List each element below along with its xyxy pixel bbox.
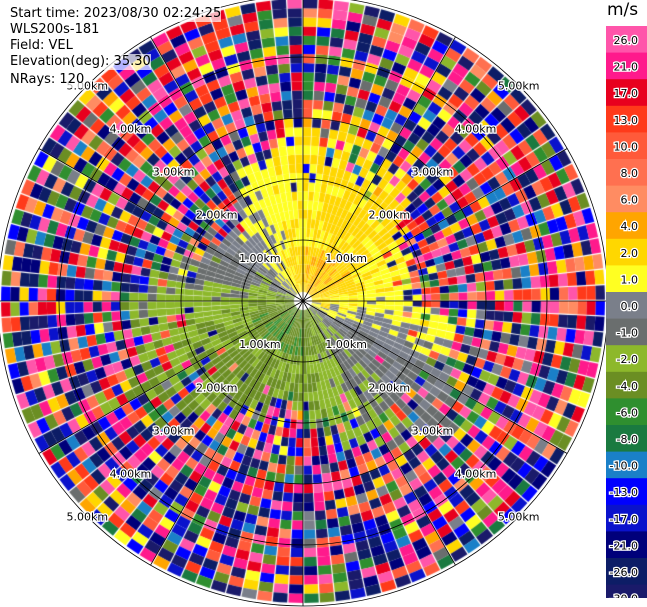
colorbar-tick-label: -4.0 [617, 380, 638, 393]
colorbar-tick-label: -10.0 [610, 460, 638, 473]
colorbar-tick-label: 17.0 [614, 87, 639, 100]
colorbar-band [606, 531, 647, 559]
range-labels: 1.00km 1.00km 1.00km 1.00km 2.00km 2.00km 2.00… [65, 78, 540, 525]
range-ring-label: 5.00km [498, 79, 540, 92]
elevation-label: Elevation(deg): 35.30 [10, 54, 151, 70]
colorbar-tick-label: 0.0 [621, 300, 639, 313]
azimuth-spoke [302, 300, 568, 454]
ppi-velocity-display [0, 0, 610, 607]
colorbar-tick-label: -1.0 [617, 327, 638, 340]
colorbar-band [606, 318, 647, 346]
range-ring-label: 1.00km [239, 252, 281, 265]
colorbar-tick-label: 6.0 [621, 194, 639, 207]
colorbar-tick-label: 2.0 [621, 247, 639, 260]
range-ring-label: 4.00km [455, 122, 497, 135]
colorbar-band [606, 105, 647, 133]
colorbar-tick-label: -30.0 [610, 593, 638, 598]
range-ring-label: 1.00km [239, 338, 281, 351]
azimuth-spoke [38, 148, 304, 302]
colorbar-tick-label: -26.0 [610, 566, 638, 579]
colorbar-tick-label: 4.0 [621, 220, 639, 233]
colorbar-band [606, 478, 647, 506]
range-ring-label: 3.00km [153, 424, 195, 437]
colorbar-tick-label: -13.0 [610, 486, 638, 499]
colorbar-band [606, 26, 647, 54]
colorbar-band [606, 292, 647, 320]
range-ring-label: 5.00km [67, 511, 109, 524]
colorbar-unit: m/s [607, 0, 639, 20]
colorbar-band [606, 371, 647, 399]
range-ring-label: 4.00km [110, 122, 152, 135]
colorbar-band [606, 238, 647, 266]
azimuth-spoke [302, 300, 456, 566]
colorbar-band [606, 212, 647, 240]
colorbar-band [606, 584, 647, 598]
colorbar-band [606, 265, 647, 293]
colorbar-tick-label: -8.0 [617, 433, 638, 446]
colorbar-band [606, 451, 647, 479]
colorbar-tick-label: 21.0 [614, 61, 639, 74]
range-ring-label: 3.00km [153, 166, 195, 179]
range-ring-label: 2.00km [196, 381, 238, 394]
azimuth-spoke [38, 300, 304, 454]
nrays-label: NRays: 120 [10, 72, 85, 88]
range-ring-label: 2.00km [368, 209, 410, 222]
colorbar-tick-label: 26.0 [614, 34, 639, 47]
range-ring-label: 4.00km [110, 468, 152, 481]
range-ring-label: 4.00km [455, 468, 497, 481]
range-ring-label: 2.00km [368, 381, 410, 394]
colorbar-band [606, 52, 647, 80]
colorbar-band [606, 132, 647, 160]
range-ring-label: 5.00km [498, 511, 540, 524]
colorbar-tick-label: -6.0 [617, 406, 638, 419]
azimuth-spoke [150, 300, 304, 566]
range-ring-label: 3.00km [412, 424, 454, 437]
colorbar-tick-label: 10.0 [614, 140, 639, 153]
instrument-label: WLS200s-181 [10, 22, 100, 38]
colorbar-tick-label: -2.0 [617, 353, 638, 366]
colorbar-band [606, 398, 647, 426]
start-time-label: Start time: 2023/08/30 02:24:25 [10, 6, 222, 22]
range-ring-label: 1.00km [325, 252, 367, 265]
azimuth-spoke [302, 148, 568, 302]
range-ring-label: 2.00km [196, 209, 238, 222]
colorbar-band [606, 79, 647, 107]
azimuth-spokes [0, 0, 608, 606]
colorbar-tick-label: -21.0 [610, 539, 638, 552]
range-ring-label: 1.00km [325, 338, 367, 351]
colorbar-band [606, 504, 647, 532]
colorbar-tick-label: -17.0 [610, 513, 638, 526]
colorbar-band [606, 558, 647, 586]
colorbar: 26.0 21.0 17.0 13.0 10.0 8.0 6.0 4.0 2.0 1.0 0.0 -1… [606, 26, 647, 598]
colorbar-band [606, 185, 647, 213]
colorbar-tick-label: 13.0 [614, 114, 639, 127]
azimuth-spoke [302, 36, 456, 302]
field-label: Field: VEL [10, 38, 73, 54]
colorbar-tick-label: 1.0 [621, 273, 639, 286]
colorbar-tick-label: 8.0 [621, 167, 639, 180]
range-ring-label: 3.00km [412, 166, 454, 179]
colorbar-band [606, 345, 647, 373]
colorbar-band [606, 159, 647, 187]
azimuth-spoke [150, 36, 304, 302]
colorbar-band [606, 425, 647, 453]
